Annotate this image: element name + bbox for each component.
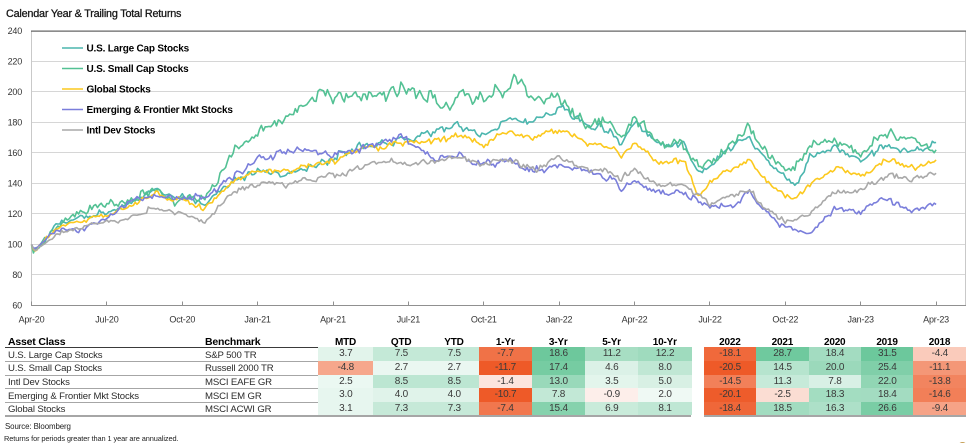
svg-text:Apr-20: Apr-20 — [19, 315, 45, 325]
svg-text:Apr-23: Apr-23 — [923, 315, 949, 325]
svg-text:Oct-20: Oct-20 — [169, 315, 195, 325]
svg-text:120: 120 — [8, 209, 23, 219]
svg-text:Emerging & Frontier Mkt Stocks: Emerging & Frontier Mkt Stocks — [87, 105, 234, 116]
svg-text:200: 200 — [8, 87, 23, 97]
svg-text:80: 80 — [12, 270, 22, 280]
svg-text:Intl Dev Stocks: Intl Dev Stocks — [87, 126, 156, 137]
svg-text:Oct-21: Oct-21 — [471, 315, 497, 325]
svg-text:140: 140 — [8, 178, 23, 188]
svg-text:Jan-22: Jan-22 — [546, 315, 573, 325]
svg-text:U.S. Small Cap Stocks: U.S. Small Cap Stocks — [87, 64, 190, 75]
svg-text:Oct-22: Oct-22 — [772, 315, 798, 325]
svg-text:Jul-20: Jul-20 — [95, 315, 119, 325]
svg-text:Global Stocks: Global Stocks — [87, 85, 152, 96]
svg-text:Apr-21: Apr-21 — [320, 315, 346, 325]
svg-text:U.S. Large Cap Stocks: U.S. Large Cap Stocks — [87, 44, 190, 55]
svg-text:240: 240 — [8, 26, 23, 36]
svg-text:220: 220 — [8, 57, 23, 67]
svg-text:160: 160 — [8, 148, 23, 158]
svg-text:180: 180 — [8, 118, 23, 128]
svg-text:Jan-23: Jan-23 — [848, 315, 875, 325]
svg-text:Jul-21: Jul-21 — [397, 315, 421, 325]
svg-text:Jan-21: Jan-21 — [244, 315, 271, 325]
svg-text:60: 60 — [12, 300, 22, 310]
svg-text:100: 100 — [8, 239, 23, 249]
svg-text:Jul-22: Jul-22 — [698, 315, 722, 325]
svg-text:Apr-22: Apr-22 — [622, 315, 648, 325]
